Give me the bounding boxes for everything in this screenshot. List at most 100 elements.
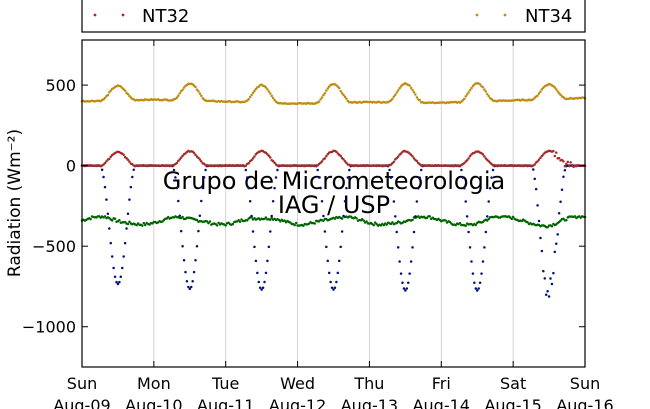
- data-point-green: [294, 221, 298, 225]
- x-tick-label-day: Sun: [570, 374, 600, 393]
- data-point-blue: [253, 245, 256, 249]
- data-point-nt34: [484, 90, 488, 93]
- data-point-nt32: [343, 160, 347, 163]
- data-point-blue: [273, 186, 276, 190]
- data-point-nt32: [396, 155, 400, 158]
- data-point-blue: [175, 186, 179, 190]
- data-point-blue: [192, 270, 196, 274]
- data-point-blue: [546, 290, 549, 293]
- data-point-nt34: [532, 98, 535, 101]
- data-point-nt34: [487, 94, 490, 98]
- data-point-green: [269, 218, 272, 221]
- data-point-blue: [555, 242, 558, 245]
- data-point-blue: [172, 168, 176, 172]
- data-point-green: [550, 225, 554, 228]
- data-point-blue: [550, 282, 554, 286]
- data-point-green: [444, 219, 447, 222]
- data-point-blue: [254, 259, 258, 263]
- data-point-nt34: [483, 88, 486, 91]
- data-point-blue: [204, 168, 207, 172]
- data-point-blue: [542, 269, 545, 273]
- data-point-nt34: [271, 96, 275, 100]
- x-tick-label-date: Aug-10: [125, 396, 182, 409]
- data-point-nt34: [123, 89, 127, 92]
- data-point-nt32: [108, 157, 111, 161]
- data-point-blue: [391, 187, 394, 190]
- data-point-blue: [129, 185, 133, 189]
- data-point-blue: [200, 199, 203, 203]
- data-point-green: [391, 221, 394, 224]
- x-tick-label-day: Mon: [137, 374, 171, 393]
- data-point-nt34: [247, 98, 250, 101]
- data-point-blue: [323, 230, 327, 233]
- data-point-nt32: [481, 153, 485, 156]
- data-point-nt34: [418, 99, 421, 102]
- data-point-nt32: [335, 150, 338, 154]
- data-point-blue: [394, 215, 397, 218]
- data-point-nt32: [267, 154, 271, 157]
- data-point-blue: [184, 270, 187, 274]
- data-point-nt32: [273, 161, 276, 165]
- data-point-nt34: [267, 90, 271, 93]
- data-point-green: [411, 218, 414, 222]
- data-point-blue: [418, 176, 421, 179]
- data-point-green: [355, 216, 358, 220]
- data-point-blue: [271, 200, 275, 203]
- data-point-blue: [105, 198, 108, 201]
- data-point-green: [565, 218, 568, 222]
- data-point-blue: [327, 271, 331, 275]
- data-point-nt34: [414, 93, 417, 96]
- data-point-blue: [182, 259, 186, 262]
- data-point-blue: [340, 230, 344, 233]
- data-point-nt34: [409, 86, 413, 90]
- data-point-blue: [103, 185, 107, 189]
- data-point-blue: [264, 271, 268, 275]
- data-point-blue: [317, 176, 321, 179]
- data-point-green: [385, 223, 388, 226]
- data-point-blue: [540, 249, 544, 253]
- data-point-blue: [417, 187, 420, 190]
- data-point-blue: [320, 200, 324, 203]
- data-point-blue: [534, 187, 538, 191]
- data-point-blue: [261, 286, 265, 289]
- data-point-blue: [487, 200, 490, 203]
- x-tick-label-date: Aug-09: [53, 396, 110, 409]
- data-point-nt34: [412, 91, 416, 94]
- x-tick-label-date: Aug-14: [413, 396, 470, 409]
- data-point-nt32: [553, 154, 557, 158]
- data-point-blue: [480, 272, 483, 275]
- data-point-blue: [110, 255, 114, 258]
- data-point-nt32: [562, 160, 565, 163]
- data-point-nt32: [192, 151, 196, 155]
- axis-ticks: [81, 40, 586, 367]
- data-point-nt34: [194, 85, 197, 89]
- data-point-nt34: [539, 90, 542, 93]
- data-point-blue: [536, 204, 539, 207]
- data-point-nt34: [345, 97, 348, 101]
- data-point-green: [382, 223, 386, 227]
- data-point-blue: [411, 246, 414, 249]
- data-point-nt34: [317, 100, 321, 103]
- data-point-blue: [464, 200, 467, 203]
- data-point-green: [464, 224, 467, 227]
- data-point-blue: [395, 230, 398, 234]
- data-point-blue: [484, 230, 488, 234]
- data-point-nt34: [395, 91, 398, 94]
- data-point-nt34: [177, 94, 180, 97]
- data-point-nt34: [463, 97, 466, 101]
- data-point-green: [428, 215, 432, 218]
- data-point-blue: [460, 168, 463, 172]
- data-point-nt32: [539, 156, 542, 159]
- legend-box: [81, 0, 586, 33]
- data-point-nt34: [342, 93, 345, 97]
- data-point-green: [89, 217, 92, 221]
- data-point-blue: [326, 259, 329, 263]
- data-point-nt34: [253, 89, 256, 93]
- data-point-blue: [179, 229, 183, 233]
- data-point-nt34: [399, 85, 403, 88]
- data-point-blue: [465, 215, 469, 218]
- data-point-blue: [481, 260, 485, 263]
- data-point-blue: [478, 281, 482, 285]
- data-point-blue: [132, 168, 135, 172]
- legend-label-nt32: NT32: [142, 6, 189, 27]
